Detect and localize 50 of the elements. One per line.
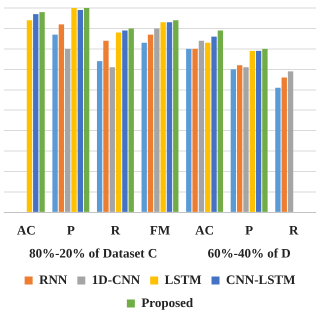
bar (173, 20, 178, 212)
bar (142, 42, 147, 212)
bar (154, 28, 160, 212)
x-tick-label: P (245, 222, 254, 238)
bar (236, 65, 242, 212)
text: 80%-20% of Dataset C (29, 245, 158, 260)
bar (186, 48, 192, 212)
bar (26, 20, 32, 212)
bar (205, 42, 210, 212)
x-tick-label: R (289, 222, 300, 238)
bar (71, 8, 77, 212)
bar (192, 48, 198, 212)
bar (110, 67, 115, 212)
bar (243, 67, 249, 212)
bar (122, 30, 128, 212)
legend-label: 1D-CNN (92, 272, 141, 287)
bar (250, 50, 255, 212)
x-tick-label: R (110, 222, 121, 238)
bar (275, 88, 281, 212)
x-tick-label: AC (195, 222, 214, 238)
bar (166, 22, 172, 212)
bar (96, 61, 102, 212)
bar (288, 71, 294, 212)
bar (282, 77, 287, 212)
bar (128, 28, 134, 212)
bar (84, 8, 90, 212)
bar (103, 40, 109, 212)
bar (39, 12, 45, 212)
text: 60%-40% of D (208, 245, 291, 260)
bar (65, 48, 70, 212)
bar (230, 69, 236, 212)
bar (198, 40, 204, 212)
legend-label: RNN (39, 272, 68, 287)
bar (52, 34, 58, 212)
x-tick-label: P (66, 222, 75, 238)
legend-label: LSTM (164, 272, 202, 287)
bar (148, 34, 154, 212)
bar (33, 14, 38, 212)
x-tick-label: FM (150, 222, 170, 238)
bar (218, 30, 224, 212)
bar (116, 32, 122, 212)
bar (160, 22, 166, 212)
bar (262, 48, 268, 212)
bar (211, 36, 217, 212)
legend-label: Proposed (141, 294, 194, 310)
bar (256, 50, 262, 212)
bar (78, 10, 84, 212)
bar (58, 24, 64, 212)
legend-label: CNN-LSTM (226, 272, 296, 287)
x-tick-label: AC (16, 222, 36, 238)
